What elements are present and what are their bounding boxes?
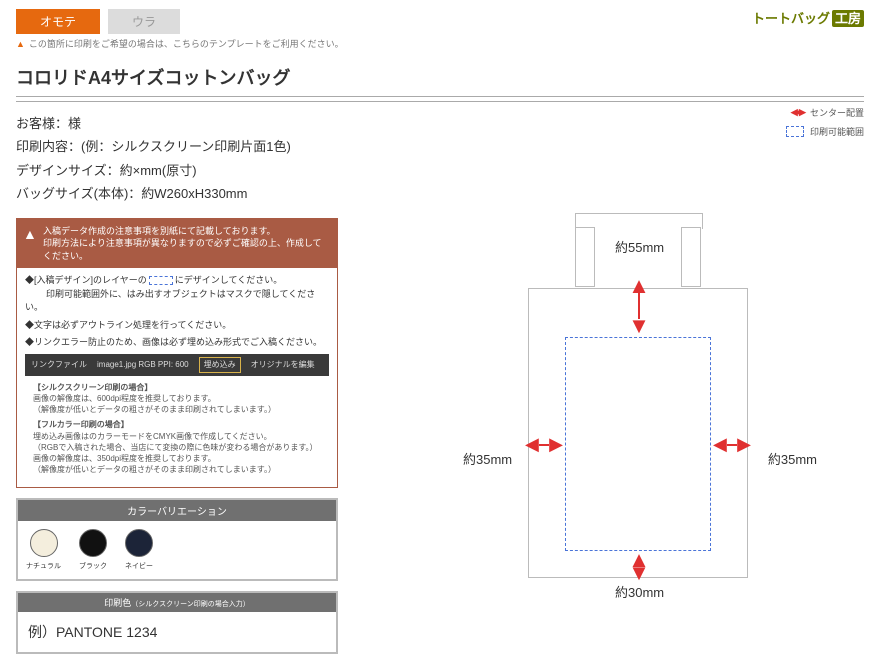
spec-print: 印刷内容：(例：シルクスクリーン印刷片面1色) [16, 135, 864, 158]
dim-left: 約35mm [463, 449, 512, 468]
dashed-icon [149, 276, 173, 285]
spec-block: お客様：様 印刷内容：(例：シルクスクリーン印刷片面1色) デザインサイズ：約×… [16, 112, 864, 206]
tab-back[interactable]: ウラ [108, 9, 180, 34]
spec-bag-size: バッグサイズ(本体)：約W260xH330mm [16, 182, 864, 205]
color-swatch: ブラック [79, 529, 107, 571]
template-warning: ▲この箇所に印刷をご希望の場合は、こちらのテンプレートをご利用ください。 [16, 37, 864, 50]
notice-box: ▲ 入稿データ作成の注意事項を別紙にて記載しております。 印刷方法により注意事項… [16, 218, 338, 489]
legend-printable-label: 印刷可能範囲 [810, 125, 864, 138]
brand-logo: トートバッグ工房 [752, 8, 864, 27]
color-swatch: ネイビー [125, 529, 153, 571]
tab-front[interactable]: オモテ [16, 9, 100, 34]
color-panel-title: カラーバリエーション [18, 500, 336, 521]
legend-center-label: センター配置 [810, 106, 864, 119]
warning-icon: ▲ [23, 225, 37, 245]
print-color-example: 例）PANTONE 1234 [18, 612, 336, 652]
printable-area [565, 337, 711, 551]
dashed-icon [786, 126, 804, 137]
color-variation-panel: カラーバリエーション ナチュラルブラックネイビー [16, 498, 338, 581]
page-title: コロリドA4サイズコットンバッグ [16, 64, 864, 97]
legend: ◀●▶センター配置 印刷可能範囲 [786, 106, 864, 144]
color-swatch: ナチュラル [26, 529, 61, 571]
print-color-panel: 印刷色（シルクスクリーン印刷の場合入力） 例）PANTONE 1234 [16, 591, 338, 654]
bag-diagram: 約55mm ▲▼ 約35mm ◀▶ 約35mm ◀▶ 約30mm ▲▼ [508, 218, 768, 578]
spec-customer: お客様：様 [16, 112, 864, 135]
dim-top: 約55mm [615, 237, 664, 256]
link-panel-screenshot: リンクファイル image1.jpg RGB PPI: 600 埋め込み オリジ… [25, 354, 329, 376]
dim-right: 約35mm [768, 449, 817, 468]
spec-design-size: デザインサイズ：約×mm(原寸) [16, 159, 864, 182]
